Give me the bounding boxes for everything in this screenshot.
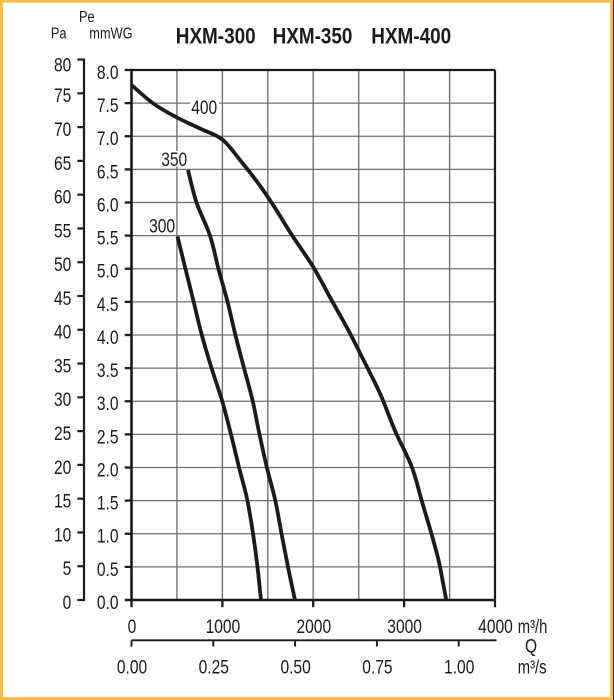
svg-text:40: 40 bbox=[54, 321, 71, 343]
svg-text:mmWG: mmWG bbox=[89, 24, 132, 41]
svg-text:4.5: 4.5 bbox=[97, 293, 119, 315]
svg-text:m³/h: m³/h bbox=[518, 616, 548, 637]
svg-text:300: 300 bbox=[149, 215, 175, 237]
svg-text:6.5: 6.5 bbox=[97, 161, 119, 183]
svg-text:Pe: Pe bbox=[79, 8, 95, 25]
svg-text:2.5: 2.5 bbox=[97, 426, 119, 448]
svg-text:75: 75 bbox=[54, 85, 71, 107]
svg-text:30: 30 bbox=[54, 389, 71, 411]
svg-text:0.50: 0.50 bbox=[280, 656, 310, 678]
svg-text:8.0: 8.0 bbox=[97, 61, 119, 83]
svg-text:25: 25 bbox=[54, 423, 71, 445]
svg-text:HXM-400: HXM-400 bbox=[371, 24, 451, 49]
svg-text:0: 0 bbox=[128, 616, 137, 638]
svg-text:15: 15 bbox=[54, 490, 71, 512]
svg-text:1.5: 1.5 bbox=[97, 492, 119, 514]
svg-text:0.00: 0.00 bbox=[117, 656, 147, 678]
svg-text:0: 0 bbox=[63, 591, 72, 613]
svg-text:4000: 4000 bbox=[478, 616, 513, 638]
svg-text:0.5: 0.5 bbox=[97, 558, 119, 580]
svg-text:7.0: 7.0 bbox=[97, 128, 119, 150]
svg-text:35: 35 bbox=[54, 355, 71, 377]
svg-text:2000: 2000 bbox=[296, 616, 331, 638]
svg-text:350: 350 bbox=[161, 149, 187, 171]
svg-text:Q: Q bbox=[525, 635, 537, 657]
svg-text:3.5: 3.5 bbox=[97, 360, 119, 382]
svg-text:50: 50 bbox=[54, 254, 71, 276]
svg-text:20: 20 bbox=[54, 456, 71, 478]
svg-text:5.5: 5.5 bbox=[97, 227, 119, 249]
svg-text:4.0: 4.0 bbox=[97, 326, 119, 348]
svg-text:2.0: 2.0 bbox=[97, 459, 119, 481]
svg-text:1000: 1000 bbox=[206, 616, 241, 638]
svg-text:1.00: 1.00 bbox=[444, 656, 474, 678]
svg-text:45: 45 bbox=[54, 287, 71, 309]
svg-text:5: 5 bbox=[63, 558, 72, 580]
svg-text:0.75: 0.75 bbox=[362, 656, 392, 678]
svg-text:5.0: 5.0 bbox=[97, 260, 119, 282]
svg-text:65: 65 bbox=[54, 152, 71, 174]
svg-text:Pa: Pa bbox=[51, 24, 67, 41]
svg-text:70: 70 bbox=[54, 119, 71, 141]
svg-text:6.0: 6.0 bbox=[97, 194, 119, 216]
svg-text:55: 55 bbox=[54, 220, 71, 242]
svg-text:1.0: 1.0 bbox=[97, 525, 119, 547]
svg-text:60: 60 bbox=[54, 186, 71, 208]
svg-text:HXM-300: HXM-300 bbox=[176, 24, 256, 49]
svg-text:m³/s: m³/s bbox=[518, 657, 547, 678]
svg-text:400: 400 bbox=[191, 96, 217, 118]
svg-text:3.0: 3.0 bbox=[97, 393, 119, 415]
svg-text:10: 10 bbox=[54, 524, 71, 546]
svg-text:HXM-350: HXM-350 bbox=[273, 24, 353, 49]
svg-text:0.25: 0.25 bbox=[199, 656, 229, 678]
svg-text:80: 80 bbox=[54, 54, 71, 76]
svg-text:3000: 3000 bbox=[387, 616, 422, 638]
svg-text:0.0: 0.0 bbox=[97, 591, 119, 613]
svg-text:7.5: 7.5 bbox=[97, 95, 119, 117]
